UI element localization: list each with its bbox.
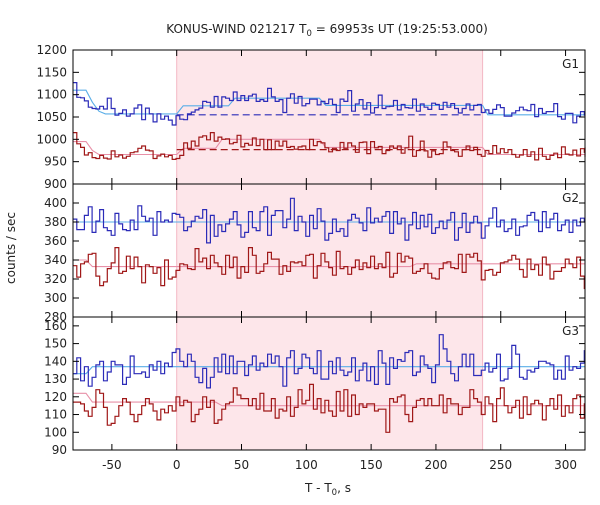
shaded-interval	[176, 317, 483, 450]
panel-label: G3	[562, 324, 579, 338]
y-tick-label: 120	[44, 390, 67, 404]
y-tick-label: 320	[44, 272, 67, 286]
series-low-fit	[73, 392, 585, 407]
x-tick-label: 100	[295, 458, 318, 472]
panel-frame	[72, 316, 586, 451]
series-high-fit	[73, 89, 585, 116]
x-tick-label: -50	[102, 458, 122, 472]
y-tick-label: 150	[44, 337, 67, 351]
series-low	[73, 132, 586, 161]
y-tick-label: 300	[44, 291, 67, 305]
series-low-fit	[73, 138, 585, 156]
shaded-interval	[176, 50, 483, 184]
y-tick-label: 360	[44, 234, 67, 248]
x-tick-label: 200	[424, 458, 447, 472]
shaded-interval	[176, 184, 483, 317]
series-low	[73, 247, 585, 290]
y-tick-label: 950	[44, 155, 67, 169]
x-tick-label: 0	[173, 458, 181, 472]
y-tick-label: 140	[44, 354, 67, 368]
y-tick-label: 90	[52, 443, 67, 457]
y-tick-label: 340	[44, 253, 67, 267]
y-tick-label: 110	[44, 408, 67, 422]
y-tick-label: 1100	[36, 88, 67, 102]
x-tick-label: 50	[234, 458, 249, 472]
y-tick-label: 1000	[36, 132, 67, 146]
panel-label: G2	[562, 191, 579, 205]
y-axis-label: counts / sec	[4, 212, 18, 284]
y-tick-label: 380	[44, 215, 67, 229]
x-tick-label: 250	[489, 458, 512, 472]
y-tick-label: 280	[44, 310, 67, 324]
x-tick-label: 300	[554, 458, 577, 472]
y-tick-label: 1050	[36, 110, 67, 124]
panel-g2: 280 300 320 340 360 380 400 G2	[44, 183, 586, 324]
series-low	[73, 383, 585, 433]
y-tick-label: 130	[44, 372, 67, 386]
x-axis-label: T - T0, s	[304, 481, 351, 498]
panels-layer: 90095010001050110011501200G1280300320340…	[36, 43, 586, 472]
panel-g1: 900 950 1000 1050 1100 1150 1200 G1	[36, 43, 586, 191]
panel-label: G1	[562, 57, 579, 71]
y-tick-label: 100	[44, 425, 67, 439]
series-high-fit	[73, 366, 585, 375]
series-high	[73, 334, 585, 389]
y-tick-label: 900	[44, 177, 67, 191]
y-tick-label: 400	[44, 196, 67, 210]
y-tick-label: 1150	[36, 65, 67, 79]
chart-title: KONUS-WIND 021217 T0 = 69953s UT (19:25:…	[166, 22, 488, 39]
x-tick-label: 150	[360, 458, 383, 472]
y-tick-label: 1200	[36, 43, 67, 57]
y-tick-label: 160	[44, 319, 67, 333]
series-high	[73, 197, 585, 244]
series-high	[73, 82, 585, 126]
panel-g3: 90 100 110 120 130 140 150 160 G3	[44, 316, 586, 457]
series-low-fit	[73, 259, 585, 268]
